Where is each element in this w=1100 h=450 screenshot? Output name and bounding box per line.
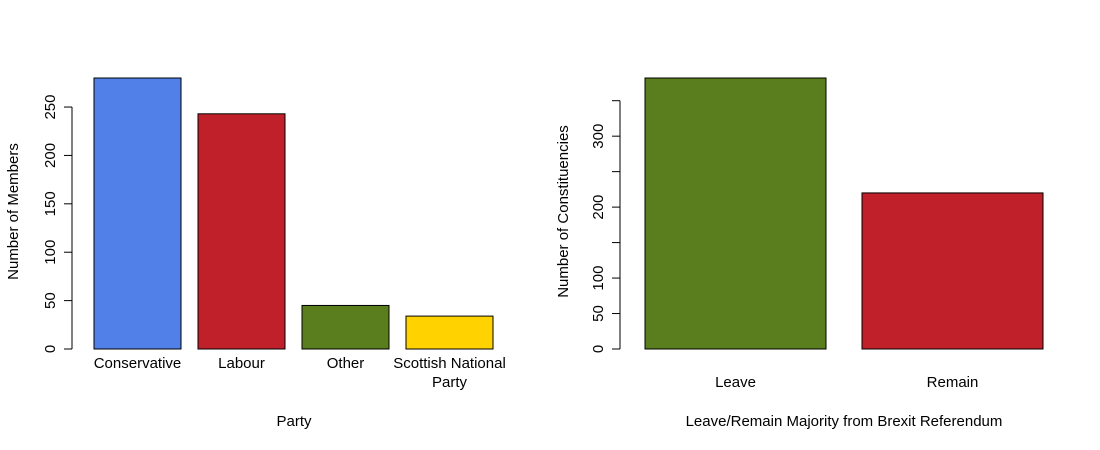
bar-leave xyxy=(644,77,827,350)
constituencies-by-referendum-chart: Leave Remain 0 50 100 200 300 Number of Constit… xyxy=(555,77,1044,430)
x-axis-title: Leave/Remain Majority from Brexit Refere… xyxy=(686,413,1003,430)
y-tick-label: 50 xyxy=(42,292,59,309)
y-tick-label: 250 xyxy=(42,95,59,120)
y-tick-label: 100 xyxy=(590,266,607,291)
x-tick-label: Scottish National xyxy=(393,355,506,372)
y-tick-label: 50 xyxy=(590,305,607,322)
x-tick-label: Leave xyxy=(715,374,756,391)
y-tick-label: 0 xyxy=(590,345,607,353)
y-tick-label: 0 xyxy=(42,345,59,353)
x-tick-label: Party xyxy=(432,374,468,391)
x-tick-label: Remain xyxy=(927,374,979,391)
bar-labour xyxy=(197,113,286,350)
y-axis-title: Number of Members xyxy=(5,143,22,280)
x-tick-label: Conservative xyxy=(94,355,182,372)
y-tick-label: 200 xyxy=(42,143,59,168)
x-tick-label: Labour xyxy=(218,355,265,372)
y-axis-title: Number of Constituencies xyxy=(555,125,572,298)
y-tick-label: 300 xyxy=(590,124,607,149)
bar-conservative xyxy=(93,77,182,350)
bar-remain xyxy=(861,192,1044,350)
x-tick-label: Other xyxy=(327,355,365,372)
y-tick-label: 100 xyxy=(42,240,59,265)
x-axis-title: Party xyxy=(276,413,312,430)
bar-scottish-national-party xyxy=(405,315,494,350)
bar-other xyxy=(301,304,390,350)
y-tick-label: 150 xyxy=(42,191,59,216)
members-by-party-chart: Conservative Labour Other Scottish National… xyxy=(5,77,506,430)
y-tick-label: 200 xyxy=(590,195,607,220)
